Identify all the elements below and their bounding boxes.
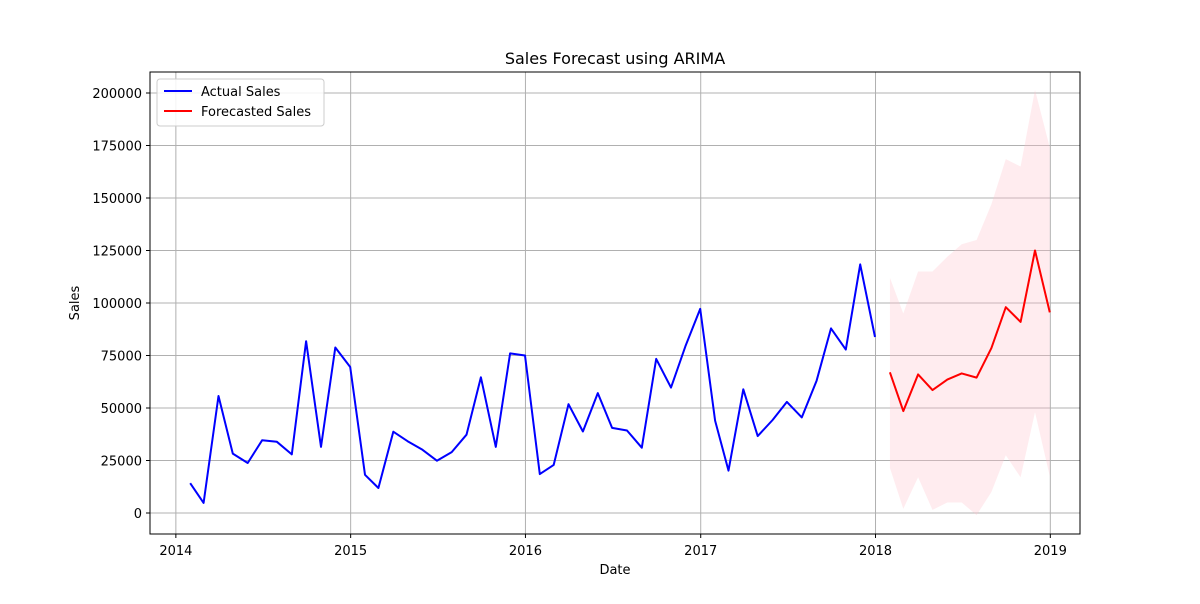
- data-point-actual-sales: [843, 347, 848, 352]
- legend-box: [156, 78, 325, 127]
- series-line-actual-sales: [189, 263, 876, 504]
- data-point-forecasted-sales: [887, 370, 892, 375]
- data-point-actual-sales: [698, 306, 703, 311]
- data-point-actual-sales: [770, 417, 775, 422]
- data-point-actual-sales: [318, 444, 323, 449]
- data-point-actual-sales: [624, 428, 629, 433]
- series-layer: [188, 248, 1052, 505]
- x-axis-label: Date: [599, 563, 630, 578]
- data-point-actual-sales: [333, 345, 338, 350]
- series-line-forecasted-sales: [888, 249, 1051, 413]
- data-point-actual-sales: [245, 461, 250, 466]
- data-point-actual-sales: [669, 385, 674, 390]
- data-point-actual-sales: [391, 429, 396, 434]
- data-point-forecasted-sales: [1018, 319, 1023, 324]
- data-point-actual-sales: [522, 353, 527, 358]
- data-point-forecasted-sales: [1047, 310, 1052, 315]
- data-point-actual-sales: [726, 468, 731, 473]
- x-tick-label: 2018: [859, 544, 892, 559]
- data-point-actual-sales: [493, 444, 498, 449]
- data-point-actual-sales: [610, 425, 615, 430]
- y-tick-label: 175000: [92, 140, 142, 155]
- data-point-actual-sales: [478, 375, 483, 380]
- data-point-actual-sales: [755, 434, 760, 439]
- data-point-actual-sales: [551, 462, 556, 467]
- y-tick-label: 50000: [101, 402, 142, 417]
- data-point-actual-sales: [274, 439, 279, 444]
- data-point-actual-sales: [683, 344, 688, 349]
- y-axis-label: Sales: [68, 285, 83, 320]
- data-point-forecasted-sales: [930, 388, 935, 393]
- data-point-actual-sales: [784, 399, 789, 404]
- data-point-actual-sales: [858, 262, 863, 267]
- grid: [150, 72, 1080, 534]
- data-point-forecasted-sales: [974, 375, 979, 380]
- data-point-forecasted-sales: [916, 372, 921, 377]
- data-point-actual-sales: [230, 451, 235, 456]
- data-point-actual-sales: [348, 365, 353, 370]
- data-point-actual-sales: [537, 472, 542, 477]
- data-point-actual-sales: [289, 452, 294, 457]
- data-point-actual-sales: [363, 472, 368, 477]
- confidence-band-layer: [889, 89, 1050, 516]
- y-axis: 0 25000 50000 75000 100000 125000 150000 175000…: [92, 87, 150, 522]
- data-point-actual-sales: [741, 387, 746, 392]
- data-point-actual-sales: [814, 378, 819, 383]
- data-point-actual-sales: [449, 450, 454, 455]
- data-point-actual-sales: [828, 326, 833, 331]
- x-tick-label: 2019: [1034, 544, 1067, 559]
- confidence-band-forecasted-sales: [889, 89, 1050, 516]
- x-tick-label: 2016: [509, 544, 542, 559]
- data-point-actual-sales: [188, 481, 193, 486]
- x-tick-label: 2017: [684, 544, 717, 559]
- data-point-actual-sales: [304, 339, 309, 344]
- data-point-actual-sales: [799, 415, 804, 420]
- legend-label-actual-sales: Actual Sales: [201, 85, 281, 100]
- data-point-forecasted-sales: [1003, 305, 1008, 310]
- data-point-actual-sales: [434, 458, 439, 463]
- data-point-actual-sales: [376, 486, 381, 491]
- x-tick-label: 2015: [334, 544, 367, 559]
- y-tick-label: 0: [134, 507, 142, 522]
- data-point-forecasted-sales: [959, 371, 964, 376]
- y-tick-label: 150000: [92, 192, 142, 207]
- data-point-actual-sales: [508, 351, 513, 356]
- data-point-actual-sales: [639, 445, 644, 450]
- y-tick-label: 25000: [101, 455, 142, 470]
- y-tick-label: 100000: [92, 297, 142, 312]
- data-point-actual-sales: [405, 439, 410, 444]
- data-point-actual-sales: [201, 500, 206, 505]
- data-point-forecasted-sales: [945, 377, 950, 382]
- data-point-forecasted-sales: [901, 409, 906, 414]
- y-tick-label: 75000: [101, 350, 142, 365]
- x-tick-label: 2014: [159, 544, 192, 559]
- data-point-actual-sales: [580, 429, 585, 434]
- legend-label-forecasted-sales: Forecasted Sales: [201, 105, 311, 120]
- data-point-actual-sales: [654, 356, 659, 361]
- x-axis: 2014 2015 2016 2017 2018 2019: [159, 534, 1067, 559]
- data-point-actual-sales: [420, 447, 425, 452]
- data-point-forecasted-sales: [1032, 248, 1037, 253]
- legend: Actual Sales Forecasted Sales: [156, 78, 325, 127]
- data-point-actual-sales: [873, 335, 878, 340]
- chart-title: Sales Forecast using ARIMA: [505, 49, 725, 68]
- y-tick-label: 125000: [92, 245, 142, 260]
- data-point-actual-sales: [464, 432, 469, 437]
- data-point-actual-sales: [713, 418, 718, 423]
- data-point-actual-sales: [260, 438, 265, 443]
- data-point-actual-sales: [216, 394, 221, 399]
- data-point-actual-sales: [595, 391, 600, 396]
- data-point-actual-sales: [566, 402, 571, 407]
- y-tick-label: 200000: [92, 87, 142, 102]
- data-point-forecasted-sales: [989, 346, 994, 351]
